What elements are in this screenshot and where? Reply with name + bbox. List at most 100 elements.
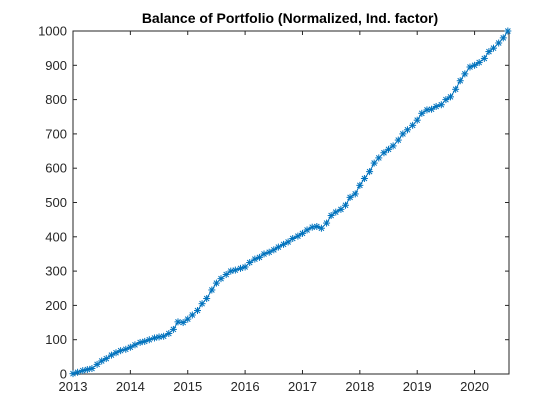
data-point [366, 168, 374, 176]
data-point [480, 54, 488, 62]
data-point [203, 295, 211, 303]
data-point [332, 208, 340, 216]
x-axis: 2013 2014 2015 2016 2017 2018 2019 2020 [59, 31, 489, 394]
y-tick-label: 400 [45, 229, 67, 244]
data-point [356, 181, 364, 189]
data-point [222, 271, 230, 279]
data-point [394, 136, 402, 144]
x-tick-label: 2019 [403, 379, 432, 394]
data-point [217, 275, 225, 283]
data-point [136, 338, 144, 346]
chart-title: Balance of Portfolio (Normalized, Ind. f… [142, 10, 438, 26]
y-tick-label: 0 [60, 367, 67, 382]
data-point [145, 336, 153, 344]
data-point [231, 266, 239, 274]
data-point [351, 190, 359, 198]
data-point [184, 315, 192, 323]
data-point [399, 130, 407, 138]
data-point [188, 311, 196, 319]
data-point [423, 106, 431, 114]
data-point [298, 229, 306, 237]
y-tick-label: 600 [45, 161, 67, 176]
x-tick-label: 2020 [460, 379, 489, 394]
data-point [346, 193, 354, 201]
data-point [212, 279, 220, 287]
series-layer [69, 27, 512, 378]
data-point [409, 121, 417, 129]
data-point [150, 334, 158, 342]
data-point [360, 174, 368, 182]
data-point [246, 259, 254, 267]
data-point [255, 253, 263, 261]
data-point [274, 243, 282, 251]
data-point [485, 48, 493, 56]
data-point [102, 355, 110, 363]
data-point [227, 267, 235, 275]
data-point [403, 126, 411, 134]
data-point [98, 357, 106, 365]
data-point [289, 235, 297, 243]
data-point [452, 85, 460, 93]
x-tick-label: 2015 [173, 379, 202, 394]
y-tick-label: 1000 [38, 24, 67, 39]
data-point [165, 330, 173, 338]
data-point [294, 232, 302, 240]
data-point [418, 109, 426, 117]
plot-area [72, 30, 510, 375]
data-point [456, 77, 464, 85]
data-point [308, 223, 316, 231]
data-point [432, 102, 440, 110]
data-point [74, 368, 82, 376]
data-point [475, 59, 483, 67]
y-tick-label: 500 [45, 195, 67, 210]
data-point [499, 34, 507, 42]
data-point [490, 44, 498, 52]
data-point [131, 341, 139, 349]
data-point [375, 154, 383, 162]
data-point [69, 370, 77, 378]
data-point [241, 263, 249, 271]
data-point [342, 201, 349, 209]
data-point [198, 300, 206, 308]
data-point [389, 142, 397, 150]
data-point [385, 145, 393, 153]
data-point [437, 101, 445, 109]
data-point [88, 365, 96, 373]
data-point [79, 367, 87, 375]
data-point [260, 250, 268, 258]
x-tick-label: 2016 [231, 379, 260, 394]
x-tick-label: 2014 [116, 379, 145, 394]
y-axis: 0 100 200 300 400 500 600 700 800 900 1000 [38, 24, 509, 382]
data-point [323, 219, 331, 227]
data-point [370, 159, 378, 167]
data-point [208, 286, 216, 294]
data-point [193, 307, 201, 315]
y-tick-label: 700 [45, 126, 67, 141]
data-point [446, 93, 454, 101]
data-point [174, 318, 182, 326]
data-point [337, 205, 345, 213]
y-tick-label: 900 [45, 58, 67, 73]
data-point [317, 224, 325, 232]
data-point [284, 238, 292, 246]
data-point [495, 39, 503, 47]
data-point [327, 212, 335, 220]
data-point [461, 70, 469, 78]
data-point [380, 149, 388, 157]
data-point [169, 325, 177, 333]
y-tick-label: 100 [45, 332, 67, 347]
x-tick-label: 2013 [59, 379, 88, 394]
y-tick-label: 200 [45, 298, 67, 313]
data-point [504, 27, 512, 35]
x-tick-label: 2018 [345, 379, 374, 394]
data-point [413, 116, 421, 124]
x-tick-label: 2017 [288, 379, 317, 394]
y-tick-label: 800 [45, 92, 67, 107]
data-point [83, 366, 91, 374]
data-point [160, 332, 168, 340]
data-point [303, 226, 311, 234]
data-point [237, 264, 245, 272]
data-point [117, 347, 125, 355]
y-tick-label: 300 [45, 264, 67, 279]
